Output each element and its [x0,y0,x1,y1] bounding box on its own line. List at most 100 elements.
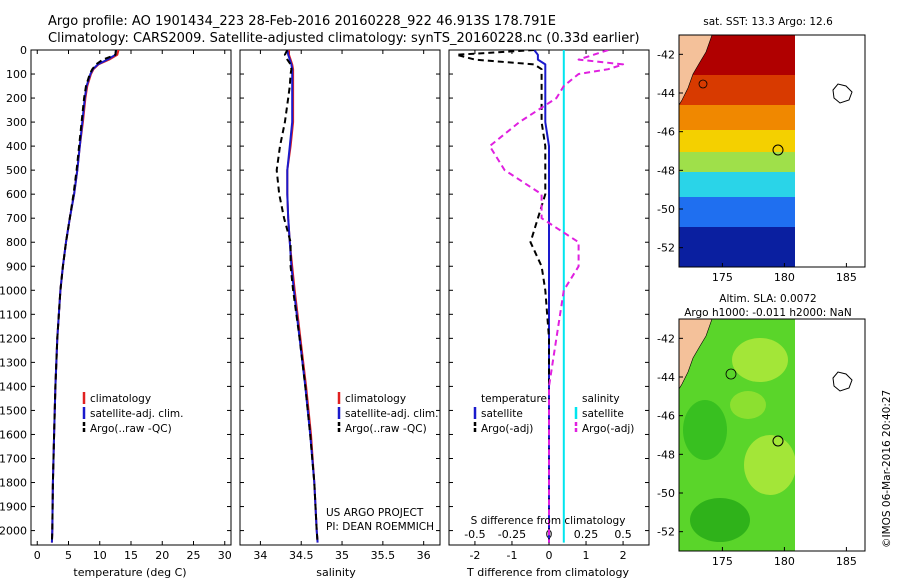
legend-climatology-label: climatology [345,393,406,405]
legend-satellite-label: satellite-adj. clim. [345,408,438,420]
map-x-tick-label: 175 [712,271,733,284]
map-y-tick-label: -48 [657,164,675,177]
sla-map: Altim. SLA: 0.0072 Argo h1000: -0.011 h2… [657,293,866,568]
depth-axis: 0 100 200 300 400 500 600 700 800 900 1000 1100 1200… [0,44,231,538]
depth-tick-label: 0 [20,44,27,57]
sla-map-title-line2: Argo h1000: -0.011 h2000: NaN [684,307,852,319]
x-tick-label: 5 [65,549,72,562]
depth-tick-label: 1600 [0,428,27,441]
map-y-tick-label: -44 [657,87,675,100]
depth-tick-label: 1000 [0,284,27,297]
map-y-tick-label: -52 [657,526,675,539]
series-satellite-adj-clim-line [50,50,117,543]
salinity-panel-frame [239,49,441,546]
salinity-axis-label: salinity [316,566,356,579]
depth-tick-label: 1200 [0,332,27,345]
x-tick-label: 35 [335,549,349,562]
temperature-axis-label: temperature (deg C) [73,566,186,579]
sst-map-title: sat. SST: 13.3 Argo: 12.6 [703,16,833,28]
difference-depth-ticks [449,49,649,532]
figure-title-line1: Argo profile: AO 1901434_223 28-Feb-2016… [48,14,556,29]
depth-tick-label: 2000 [0,525,27,538]
temperature-axis: 0 5 10 15 20 25 30 [34,50,232,562]
series-climatology-line [50,50,120,543]
map-y-tick-label: -42 [657,332,675,345]
difference-legend: temperature satellite Argo(-adj) salinit… [473,393,634,435]
land-mass [679,35,713,106]
map-x-tick-label: 180 [774,271,795,284]
project-credit: US ARGO PROJECT [326,507,424,519]
sla-patch-high [744,435,795,495]
depth-tick-label: 200 [6,92,27,105]
map-x-tick-label: 185 [836,555,857,568]
figure-title-line2: Climatology: CARS2009. Satellite-adjuste… [48,31,640,46]
depth-tick-label: 1300 [0,356,27,369]
x-tick-label: 10 [93,549,107,562]
map-x-tick-label: 180 [774,555,795,568]
sst-band-warm [679,75,795,105]
depth-tick-label: 500 [6,164,27,177]
map-y-tick-label: -46 [657,126,675,139]
depth-tick-label: 100 [6,68,27,81]
map-y-tick-label: -42 [657,48,675,61]
series-argo-raw-qc-line [275,50,319,543]
sla-map-axes: 175 180 185 -42 -44 -46 -48 -50 -52 [657,332,857,568]
series-argo-raw-qc-line [50,50,117,543]
sst-band-yellow [679,130,795,152]
s-difference-axis: -0.5 -0.25 0 0.25 0.5 [464,528,632,541]
s-tick-label: -0.5 [464,528,485,541]
sst-band-coldest [679,227,795,267]
series-satellite-adj-clim-line [286,50,319,543]
s-tick-label: 0.25 [574,528,599,541]
sla-patch-high [732,338,788,382]
x-tick-label: -1 [506,549,517,562]
x-tick-label: 1 [583,549,590,562]
temperature-panel-frame [30,49,232,546]
map-x-tick-label: 185 [836,271,857,284]
s-tick-label: 0.5 [614,528,632,541]
legend-argo-label: Argo(..raw -QC) [90,423,172,435]
x-tick-label: 0 [34,549,41,562]
imos-timestamp: ©IMOS 06-Mar-2016 20:40:27 [881,390,893,548]
salinity-panel: 34 34.5 35 35.5 36 salinity climatology sate… [239,49,441,579]
legend-t-satellite-label: satellite [481,408,523,420]
depth-tick-label: 700 [6,212,27,225]
x-tick-label: 30 [218,549,232,562]
island-outline [832,83,853,104]
depth-tick-label: 1700 [0,452,27,465]
depth-tick-label: 900 [6,260,27,273]
legend-temperature-title: temperature [481,393,547,405]
sst-map: sat. SST: 13.3 Argo: 12.6 175 180 185 -42 -4… [657,16,866,284]
sla-map-frame [678,318,866,552]
t-difference-axis-label: T difference from climatology [466,566,629,579]
temperature-panel: 0100200300400500600700800900100011001200… [0,44,232,579]
sst-band-orange [679,105,795,130]
sst-band-cyan [679,172,795,197]
salinity-legend: climatology satellite-adj. clim. Argo(..… [337,392,438,435]
depth-tick-label: 800 [6,236,27,249]
sst-map-axes: 175 180 185 -42 -44 -46 -48 -50 -52 [657,48,857,284]
x-tick-label: 2 [620,549,627,562]
pi-credit: PI: DEAN ROEMMICH [326,521,434,533]
map-y-tick-label: -46 [657,410,675,423]
depth-tick-label: 400 [6,140,27,153]
legend-s-satellite-label: satellite [582,408,624,420]
legend-t-argo-label: Argo(-adj) [481,423,533,435]
salinity-axis: 34 34.5 35 35.5 36 [253,50,431,562]
land-mass [679,319,713,390]
x-tick-label: 34 [253,549,267,562]
sst-band-blue [679,197,795,227]
x-tick-label: 20 [155,549,169,562]
map-x-tick-label: 175 [712,555,733,568]
s-difference-label: S difference from climatology [471,515,626,527]
x-tick-label: 25 [187,549,201,562]
argo-position-marker [772,435,784,447]
difference-panel: -2 -1 0 1 2 -0.5 -0.25 0 0.25 0.5 S difference f… [448,49,650,579]
temperature-series [50,50,120,543]
depth-tick-label: 300 [6,116,27,129]
legend-satellite-label: satellite-adj. clim. [90,408,183,420]
salinity-depth-ticks [240,49,440,532]
sla-map-title-line1: Altim. SLA: 0.0072 [719,293,816,305]
x-tick-label: 36 [417,549,431,562]
